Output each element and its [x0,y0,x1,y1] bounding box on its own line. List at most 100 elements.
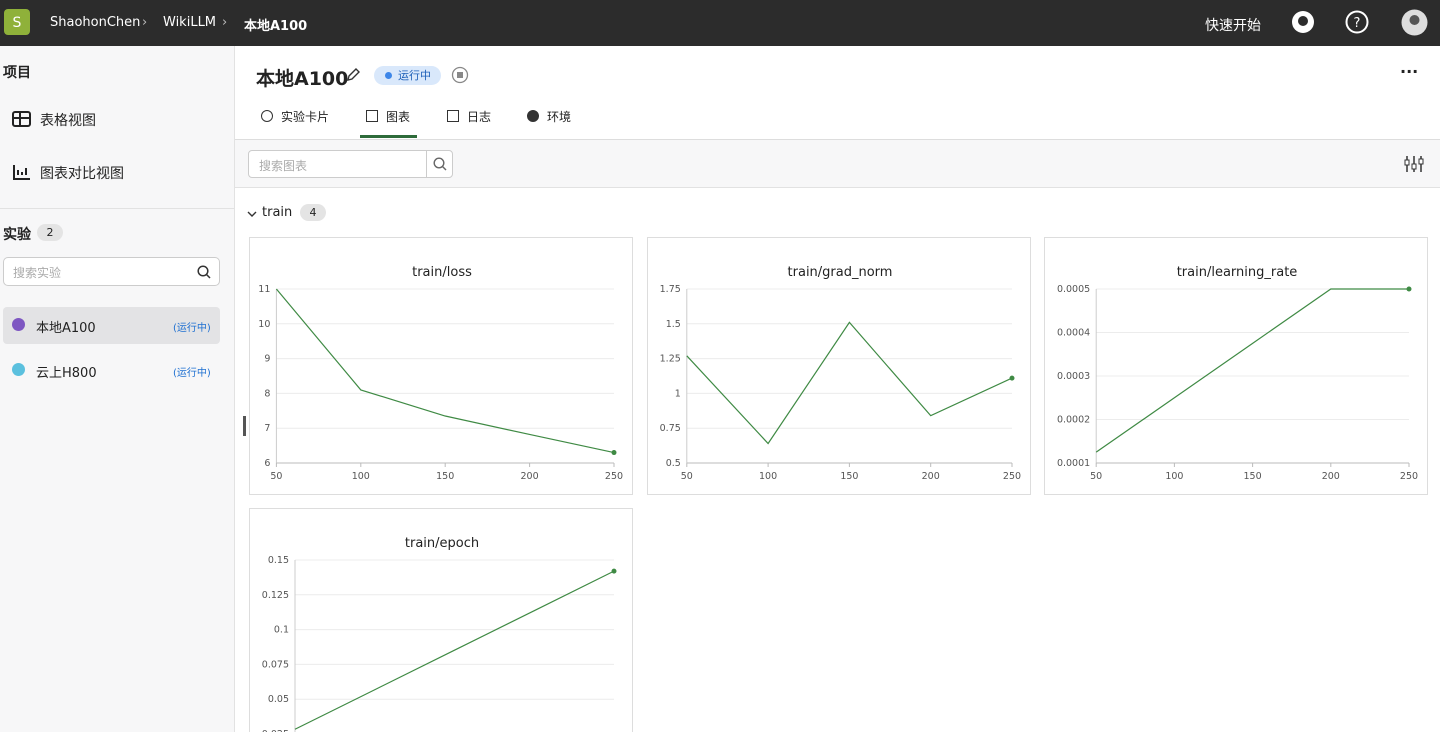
series-line [294,570,615,730]
edit-icon[interactable] [345,67,361,83]
separator: › [222,15,228,30]
series-line [275,288,615,454]
x-tick-label: 150 [436,471,454,482]
last-point [611,568,617,574]
y-tick-label: 1.5 [666,319,681,330]
count-badge: 4 [300,204,326,221]
nav-item[interactable]: 图表对比视图 [40,166,124,182]
status-badge: 运行中 [374,66,441,85]
breadcrumb-item[interactable]: 本地A100 [244,19,308,34]
more-menu[interactable]: ··· [1400,62,1419,81]
collapse-icon[interactable] [247,209,257,219]
chart: train/learning_rate 0.0001 0.0002 0.0003 0.0… [1057,265,1418,482]
avatar[interactable] [1401,9,1428,36]
count-badge: 2 [37,224,63,241]
divider [235,139,1440,140]
stop-icon[interactable] [451,66,469,84]
experiments-heading: 实验 [3,227,31,243]
y-tick-label: 6 [264,458,270,469]
tab[interactable]: 实验卡片 [281,110,330,124]
y-tick-label: 1.75 [660,284,681,295]
y-tick-label: 0.0004 [1057,328,1090,339]
x-tick-label: 50 [681,471,693,482]
tab-indicator [360,135,417,138]
chart-title: train/learning_rate [1177,265,1298,280]
y-tick-label: 1.25 [660,354,681,365]
experiment-row-selected[interactable] [3,307,220,344]
y-tick-label: 0.0002 [1057,415,1090,426]
breadcrumb-item[interactable]: ShaohonChen [50,15,141,30]
group-name[interactable]: train [262,205,293,220]
chart: train/loss 6 7 8 9 10 11 50 100 150 200 250 [258,265,623,482]
last-point [1009,375,1015,381]
x-tick-label: 100 [759,471,777,482]
x-tick-label: 50 [1090,471,1102,482]
y-tick-label: 0.125 [262,590,289,601]
y-tick-label: 0.5 [666,458,681,469]
github-icon[interactable] [1291,10,1315,34]
svg-text:?: ? [1354,16,1361,31]
status-dot [385,72,392,79]
chart-card: train/epoch 0.025 0.05 0.075 0.1 0.125 0.15 [249,508,633,732]
settings-icon[interactable] [1403,154,1425,174]
chart-card: train/grad_norm 0.5 0.75 1 1.25 1.5 1.75 50 100 1… [647,237,1031,495]
tab-icon [447,110,459,122]
y-tick-label: 0.0003 [1057,371,1090,382]
y-tick-label: 0.05 [268,694,289,705]
table-icon [12,111,31,127]
y-tick-label: 10 [258,319,270,330]
search-icon [433,157,447,171]
y-tick-label: 0.75 [660,423,681,434]
series-line [686,321,1013,445]
search-box[interactable]: 搜索实验 [3,257,220,286]
experiment-title: 本地A100 [256,68,349,90]
chart-title: train/epoch [405,536,479,551]
toolbar: 搜索图表 [235,140,1440,188]
x-tick-label: 100 [352,471,370,482]
tab[interactable]: 日志 [467,110,492,124]
chart-icon [13,165,30,180]
chart: train/grad_norm 0.5 0.75 1 1.25 1.5 1.75 50 100 1… [660,265,1021,482]
x-tick-label: 150 [840,471,858,482]
chart-title: train/loss [412,265,472,280]
placeholder: 搜索实验 [13,266,62,280]
placeholder: 搜索图表 [259,159,308,173]
y-tick-label: 8 [264,388,270,399]
experiment-status: (运行中) [173,323,211,334]
y-tick-label: 11 [258,284,270,295]
chart: train/epoch 0.025 0.05 0.075 0.1 0.125 0.15 [262,536,617,732]
quick-start[interactable]: 快速开始 [1205,18,1261,34]
experiment-status: (运行中) [173,368,211,379]
last-point [1406,286,1412,292]
tab-icon [366,110,378,122]
last-point [611,450,617,456]
sidebar: 项目 表格视图 图表对比视图 实验 2 搜索实验 本地A100 (运行中) 云上H8… [0,46,246,732]
help-icon[interactable]: ? [1345,10,1369,34]
y-tick-label: 9 [264,354,270,365]
nav-item[interactable]: 表格视图 [40,113,96,129]
chart-card: train/loss 6 7 8 9 10 11 50 100 150 200 250 [249,237,633,495]
svg-text:S: S [13,15,22,31]
experiment-dot [12,363,25,376]
x-tick-label: 250 [1003,471,1021,482]
x-tick-label: 250 [605,471,623,482]
y-tick-label: 7 [264,423,270,434]
experiment-name[interactable]: 云上H800 [36,366,97,381]
experiment-name[interactable]: 本地A100 [36,321,96,336]
x-tick-label: 150 [1244,471,1262,482]
project-heading: 项目 [3,65,31,81]
y-tick-label: 0.075 [262,659,289,670]
chart-card: train/learning_rate 0.0001 0.0002 0.0003 0.0… [1044,237,1428,495]
resize-handle[interactable] [243,416,246,436]
separator: › [142,15,148,30]
logo[interactable]: S [4,9,30,35]
breadcrumb-item[interactable]: WikiLLM [163,15,217,30]
x-tick-label: 100 [1165,471,1183,482]
tab[interactable]: 图表 [386,110,411,124]
x-tick-label: 250 [1400,471,1418,482]
y-tick-label: 0.0005 [1057,284,1090,295]
topbar: S ShaohonChen › WikiLLM › 本地A100 快速开始 ? [0,0,1440,46]
status-text: 运行中 [398,69,431,82]
tab[interactable]: 环境 [547,110,572,124]
chart-search[interactable]: 搜索图表 [248,150,453,178]
